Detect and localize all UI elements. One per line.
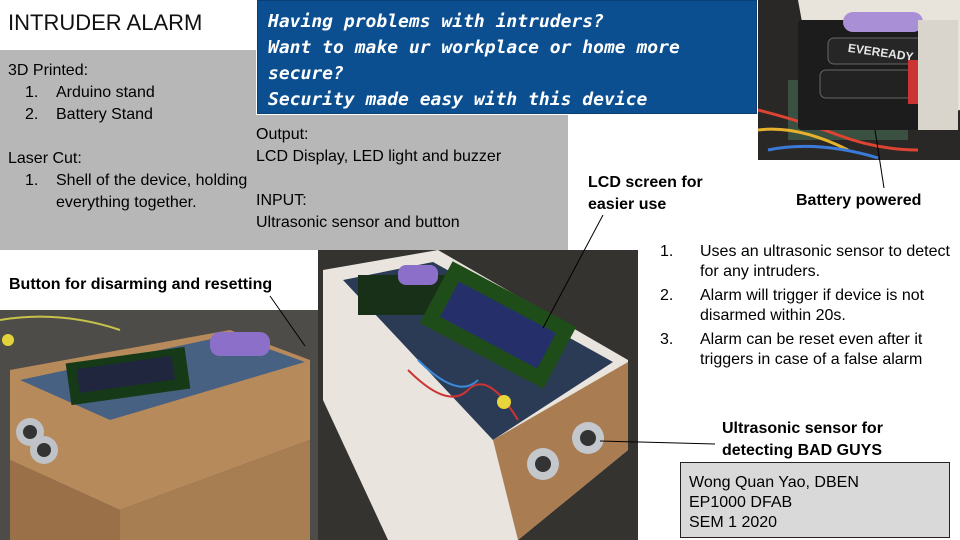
- list-item: 1. Shell of the device, holding everythin…: [25, 172, 248, 211]
- author-name: Wong Quan Yao, DBEN: [689, 474, 859, 491]
- tagline-banner: Having problems with intruders? Want to …: [257, 0, 757, 114]
- lcd-callout: LCD screen for easier use: [588, 174, 703, 213]
- battery-callout: Battery powered: [796, 192, 922, 209]
- list-item: 3. Alarm can be reset even after it trigg…: [660, 331, 923, 368]
- semester: SEM 1 2020: [689, 514, 778, 531]
- input-text: Ultrasonic sensor and button: [256, 214, 460, 231]
- output-heading: Output:: [256, 126, 309, 143]
- button-callout: Button for disarming and resetting: [9, 276, 273, 293]
- printed-parts: 3D Printed: 1. Arduino stand 2. Battery St…: [8, 60, 248, 126]
- ultrasonic-callout: Ultrasonic sensor for detecting BAD GUYS: [722, 420, 883, 459]
- printed-heading: 3D Printed:: [8, 62, 89, 79]
- device-photo-left: [0, 310, 318, 540]
- course-code: EP1000 DFAB: [689, 494, 793, 511]
- tagline-line: Having problems with intruders?: [268, 11, 604, 32]
- list-item: 2. Battery Stand: [25, 106, 153, 123]
- io-panel: [248, 115, 568, 250]
- laser-heading: Laser Cut:: [8, 150, 82, 167]
- features-list: 1. Uses an ultrasonic sensor to detect fo…: [660, 242, 955, 374]
- tagline-line: Want to make ur workplace or home more: [268, 37, 680, 58]
- tagline-line: Security made easy with this device: [268, 89, 648, 110]
- input-heading: INPUT:: [256, 192, 307, 209]
- list-item: 2. Alarm will trigger if device is not di…: [660, 287, 925, 324]
- output-text: LCD Display, LED light and buzzer: [256, 148, 502, 165]
- materials-panel: [0, 50, 256, 250]
- author-credits: Wong Quan Yao, DBEN EP1000 DFAB SEM 1 20…: [680, 462, 950, 538]
- list-item: 1. Uses an ultrasonic sensor to detect fo…: [660, 243, 950, 280]
- tagline-line: secure?: [268, 63, 344, 84]
- device-photo-center: [318, 250, 638, 540]
- list-item: 1. Arduino stand: [25, 84, 155, 101]
- page-title: INTRUDER ALARM: [8, 10, 203, 35]
- laser-cut-parts: Laser Cut: 1. Shell of the device, holdin…: [8, 148, 248, 214]
- io-description: Output: LCD Display, LED light and buzze…: [256, 124, 566, 234]
- battery-photo: EVEREADY: [758, 0, 960, 160]
